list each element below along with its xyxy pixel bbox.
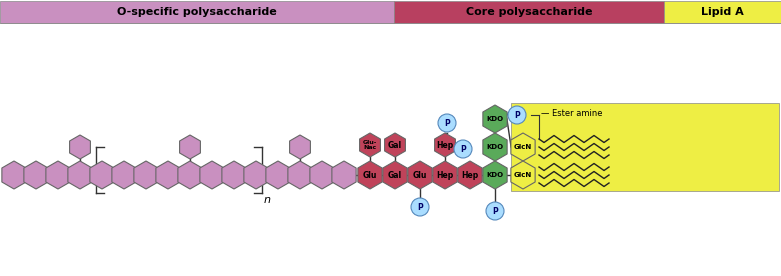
Bar (511, 103, 779, 191)
Polygon shape (180, 135, 201, 159)
Polygon shape (2, 161, 26, 189)
Text: Lipid A: Lipid A (701, 7, 744, 17)
Text: Hep: Hep (462, 171, 479, 179)
Polygon shape (70, 135, 91, 159)
Polygon shape (68, 161, 92, 189)
Text: O-specific polysaccharide: O-specific polysaccharide (117, 7, 277, 17)
Polygon shape (483, 105, 507, 133)
Text: Hep: Hep (437, 140, 454, 150)
Text: P: P (514, 110, 520, 120)
Polygon shape (332, 161, 356, 189)
Polygon shape (266, 161, 290, 189)
Circle shape (508, 106, 526, 124)
Polygon shape (359, 133, 380, 157)
Text: P: P (417, 203, 423, 211)
Polygon shape (290, 135, 310, 159)
Polygon shape (310, 161, 334, 189)
Circle shape (486, 202, 504, 220)
Polygon shape (483, 133, 507, 161)
Polygon shape (178, 161, 202, 189)
Text: Glu-
Nac: Glu- Nac (363, 140, 377, 150)
Polygon shape (358, 161, 382, 189)
Text: Gal: Gal (388, 171, 402, 179)
Polygon shape (222, 161, 246, 189)
Text: KDO: KDO (487, 172, 504, 178)
Text: Hep: Hep (437, 171, 454, 179)
Text: GlcN: GlcN (514, 172, 532, 178)
Bar (664, 1, 781, 23)
Bar (0, 1, 394, 23)
Polygon shape (244, 161, 268, 189)
Polygon shape (46, 161, 70, 189)
Text: KDO: KDO (487, 116, 504, 122)
Text: n: n (264, 195, 271, 205)
Polygon shape (434, 133, 455, 157)
Circle shape (438, 114, 456, 132)
Polygon shape (483, 161, 507, 189)
Text: P: P (492, 206, 497, 216)
Polygon shape (458, 161, 482, 189)
Polygon shape (112, 161, 136, 189)
Text: Glu: Glu (363, 171, 377, 179)
Polygon shape (288, 161, 312, 189)
Polygon shape (433, 161, 457, 189)
Polygon shape (134, 161, 158, 189)
Text: Glu: Glu (413, 171, 427, 179)
Circle shape (411, 198, 429, 216)
Text: P: P (444, 118, 450, 128)
Polygon shape (511, 133, 535, 161)
Polygon shape (511, 161, 535, 189)
Polygon shape (384, 133, 405, 157)
Polygon shape (383, 161, 407, 189)
Polygon shape (90, 161, 114, 189)
Polygon shape (24, 161, 48, 189)
Text: GlcN: GlcN (514, 144, 532, 150)
Text: P: P (460, 145, 466, 153)
Polygon shape (408, 161, 432, 189)
Text: KDO: KDO (487, 144, 504, 150)
Polygon shape (200, 161, 224, 189)
Polygon shape (156, 161, 180, 189)
Text: Core polysaccharide: Core polysaccharide (466, 7, 592, 17)
Text: — Ester amine: — Ester amine (541, 108, 602, 118)
Bar (394, 1, 664, 23)
Circle shape (454, 140, 472, 158)
Text: Gal: Gal (388, 140, 402, 150)
